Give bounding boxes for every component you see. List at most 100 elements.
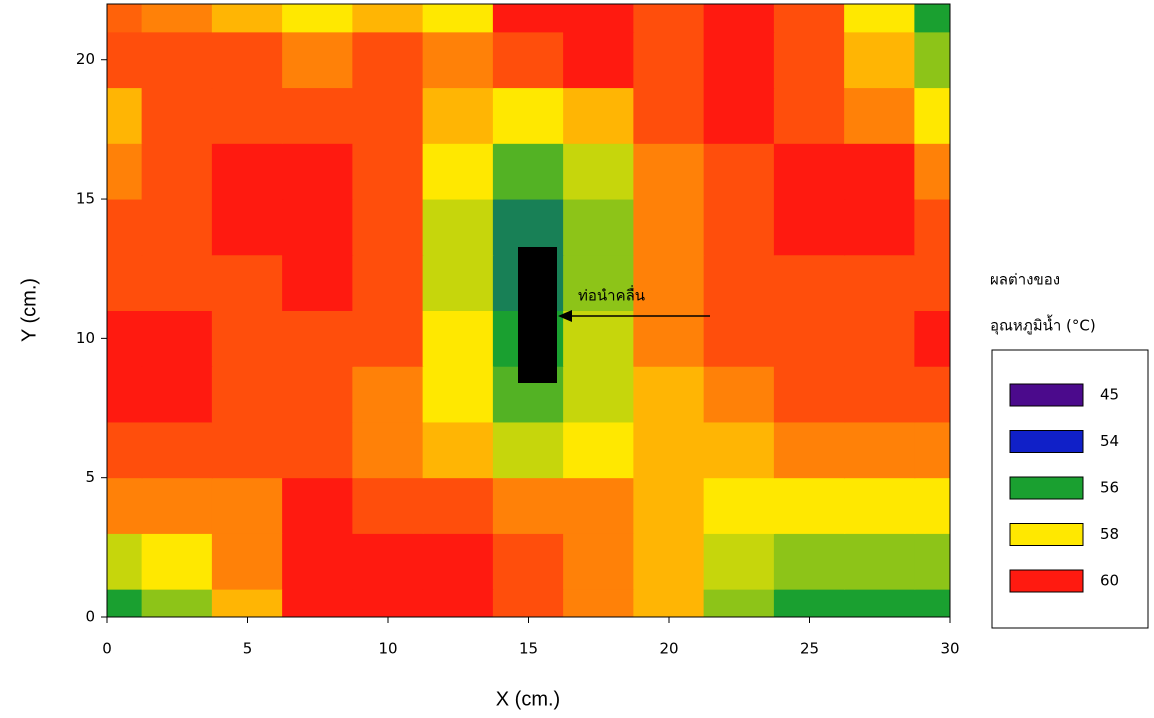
contour-cell xyxy=(422,254,494,311)
x-tick-label: 5 xyxy=(243,640,253,658)
contour-cell xyxy=(352,254,424,311)
x-tick-label: 30 xyxy=(940,640,959,658)
contour-cell xyxy=(422,477,494,534)
contour-cell xyxy=(422,421,494,479)
legend-label: 56 xyxy=(1100,479,1119,497)
contour-cell xyxy=(141,31,213,89)
contour-cell xyxy=(352,4,424,33)
contour-cell xyxy=(633,87,705,144)
contour-cell xyxy=(422,310,494,367)
contour-cell xyxy=(141,588,213,617)
annotation: ท่อนำคลื่น xyxy=(578,285,645,305)
legend-swatch xyxy=(1009,569,1084,593)
contour-cell xyxy=(563,4,635,33)
contour-cell xyxy=(773,254,846,311)
contour-cell xyxy=(492,588,565,617)
contour-cell xyxy=(282,142,354,200)
contour-cell xyxy=(844,142,916,200)
contour-cell xyxy=(422,365,494,423)
x-tick-label: 0 xyxy=(102,640,112,658)
contour-cell xyxy=(141,4,213,33)
contour-cell xyxy=(282,31,354,89)
contour-cell xyxy=(703,254,775,311)
contour-cell xyxy=(352,588,424,617)
contour-cell xyxy=(352,142,424,200)
legend-label: 60 xyxy=(1100,572,1119,590)
contour-cell xyxy=(141,254,213,311)
legend-swatch xyxy=(1009,476,1084,500)
x-tick-label: 10 xyxy=(378,640,397,658)
contour-cell xyxy=(914,588,950,617)
contour-cell xyxy=(141,421,213,479)
legend-title: ผลต่างของ xyxy=(990,271,1060,289)
contour-cell xyxy=(282,4,354,33)
contour-cell xyxy=(107,4,143,33)
contour-cell xyxy=(633,31,705,89)
contour-cell xyxy=(107,31,143,89)
contour-cell xyxy=(422,532,494,590)
contour-cell xyxy=(211,4,284,33)
contour-cell xyxy=(914,198,950,256)
legend-label: 54 xyxy=(1100,432,1119,450)
contour-cell xyxy=(773,4,846,33)
legend-label: 45 xyxy=(1100,386,1119,404)
contour-cell xyxy=(844,31,916,89)
contour-cell xyxy=(914,532,950,590)
contour-cell xyxy=(914,477,950,534)
contour-cell xyxy=(773,477,846,534)
contour-cell xyxy=(844,310,916,367)
contour-cell xyxy=(282,310,354,367)
contour-cell xyxy=(422,4,494,33)
annotation-arrowhead xyxy=(558,310,572,322)
contour-cell xyxy=(282,87,354,144)
contour-cell xyxy=(282,532,354,590)
contour-cell xyxy=(563,532,635,590)
contour-cell xyxy=(352,421,424,479)
contour-cell xyxy=(107,310,143,367)
contour-cell xyxy=(107,421,143,479)
contour-cell xyxy=(633,310,705,367)
contour-cell xyxy=(282,477,354,534)
contour-cell xyxy=(422,87,494,144)
contour-cell xyxy=(914,254,950,311)
contour-cell xyxy=(844,4,916,33)
contour-cell xyxy=(914,365,950,423)
contour-cell xyxy=(914,142,950,200)
contour-cell xyxy=(914,310,950,367)
contour-cell xyxy=(703,142,775,200)
x-tick-label: 25 xyxy=(800,640,819,658)
legend-swatch xyxy=(1009,430,1084,453)
contour-cell xyxy=(107,254,143,311)
contour-cell xyxy=(703,588,775,617)
contour-cell xyxy=(633,421,705,479)
contour-cell xyxy=(211,310,284,367)
contour-cell xyxy=(633,588,705,617)
contour-cell xyxy=(563,477,635,534)
contour-cell xyxy=(633,198,705,256)
contour-cell xyxy=(492,477,565,534)
contour-cell xyxy=(844,87,916,144)
contour-cell xyxy=(633,532,705,590)
contour-cell xyxy=(422,142,494,200)
contour-cell xyxy=(563,87,635,144)
contour-cell xyxy=(773,588,846,617)
contour-cell xyxy=(633,477,705,534)
contour-cell xyxy=(703,87,775,144)
contour-cell xyxy=(282,588,354,617)
contour-cell xyxy=(282,365,354,423)
contour-cell xyxy=(492,198,565,256)
contour-cell xyxy=(107,477,143,534)
contour-cell xyxy=(211,87,284,144)
contour-cell xyxy=(141,142,213,200)
y-tick-label: 20 xyxy=(76,50,95,68)
contour-cell xyxy=(352,87,424,144)
contour-cell xyxy=(141,365,213,423)
contour-cell xyxy=(211,198,284,256)
contour-cell xyxy=(352,310,424,367)
contour-cell xyxy=(211,532,284,590)
contour-cell xyxy=(703,477,775,534)
contour-cell xyxy=(107,142,143,200)
contour-cell xyxy=(492,421,565,479)
contour-cell xyxy=(352,198,424,256)
